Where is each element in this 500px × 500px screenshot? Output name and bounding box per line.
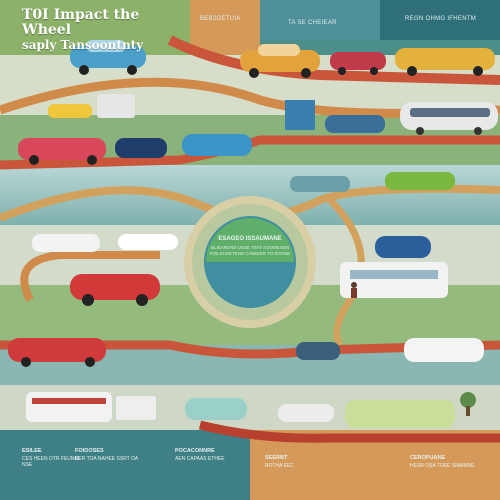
footer-heading: FOIOOSES [75, 448, 104, 454]
footer-text: BER TOA NAHEE SSRT OA [75, 456, 139, 462]
footer-block: SEERBT ROTHA EEC [265, 455, 325, 469]
footer-heading: SEERBT [265, 455, 288, 461]
footer-text: CES HEEN OTR FEUNEE NSE [22, 456, 82, 468]
car-icon [240, 44, 320, 78]
header-label: REGN OHMG IFHENTM [405, 16, 477, 22]
footer-text: AEN CAPAAS ETHEE [175, 456, 225, 462]
car-icon [395, 48, 495, 76]
car-icon [385, 172, 455, 190]
bus-icon [340, 262, 448, 298]
car-icon [375, 236, 431, 258]
truck-icon [116, 396, 156, 420]
building-icon [285, 100, 315, 130]
footer-text: HESR OSA TOEE SNAIMNE [410, 463, 475, 469]
car-icon [118, 234, 178, 250]
person-icon [351, 282, 357, 298]
header-label: TA SE CHEIEAR [288, 20, 337, 26]
footer-heading: ESILEE [22, 448, 42, 454]
car-icon [18, 138, 106, 165]
footer-block: CEROPUANE HESR OSA TOEE SNAIMNE [410, 455, 490, 469]
car-icon [330, 52, 386, 75]
car-icon [296, 342, 340, 360]
footer-block: FOIOOSES BER TOA NAHEE SSRT OA [75, 448, 145, 462]
car-icon [290, 176, 350, 192]
car-icon [48, 104, 92, 118]
hub-caption: ESAGEO ISSAUMANE BLIEARENS USSE TSAT AOO… [205, 236, 295, 257]
title-line-1: T0I Impact the Wheel [22, 7, 140, 38]
footer-heading: CEROPUANE [410, 455, 446, 461]
hub-body: BLIEARENS USSE TSAT AOOMESEN FOILEUSETEN… [209, 245, 291, 256]
footer-block: POCACONNRE AEN CAPAAS ETHEE [175, 448, 245, 462]
car-icon [32, 234, 100, 252]
bus-icon [400, 102, 498, 135]
infographic-title: T0I Impact the Wheel saply Tansoontnty [22, 8, 192, 53]
hub-heading: ESAGEO ISSAUMANE [218, 236, 282, 242]
car-icon [70, 40, 146, 75]
car-icon [70, 274, 160, 306]
header-label: BEB2OETUIA [200, 16, 241, 22]
car-icon [325, 115, 385, 133]
footer-block: ESILEE CES HEEN OTR FEUNEE NSE [22, 448, 92, 468]
car-icon [8, 338, 106, 367]
car-icon [182, 134, 252, 156]
tree-icon [460, 392, 476, 416]
title-line-2: saply Tansoontnty [22, 38, 144, 52]
truck-icon [97, 94, 135, 118]
car-icon [404, 338, 484, 362]
truck-icon [345, 400, 455, 428]
car-icon [115, 138, 167, 158]
car-icon [185, 398, 247, 420]
car-icon [278, 404, 334, 422]
footer-text: ROTHA EEC [265, 463, 294, 469]
footer-heading: POCACONNRE [175, 448, 215, 454]
bus-icon [26, 392, 112, 422]
